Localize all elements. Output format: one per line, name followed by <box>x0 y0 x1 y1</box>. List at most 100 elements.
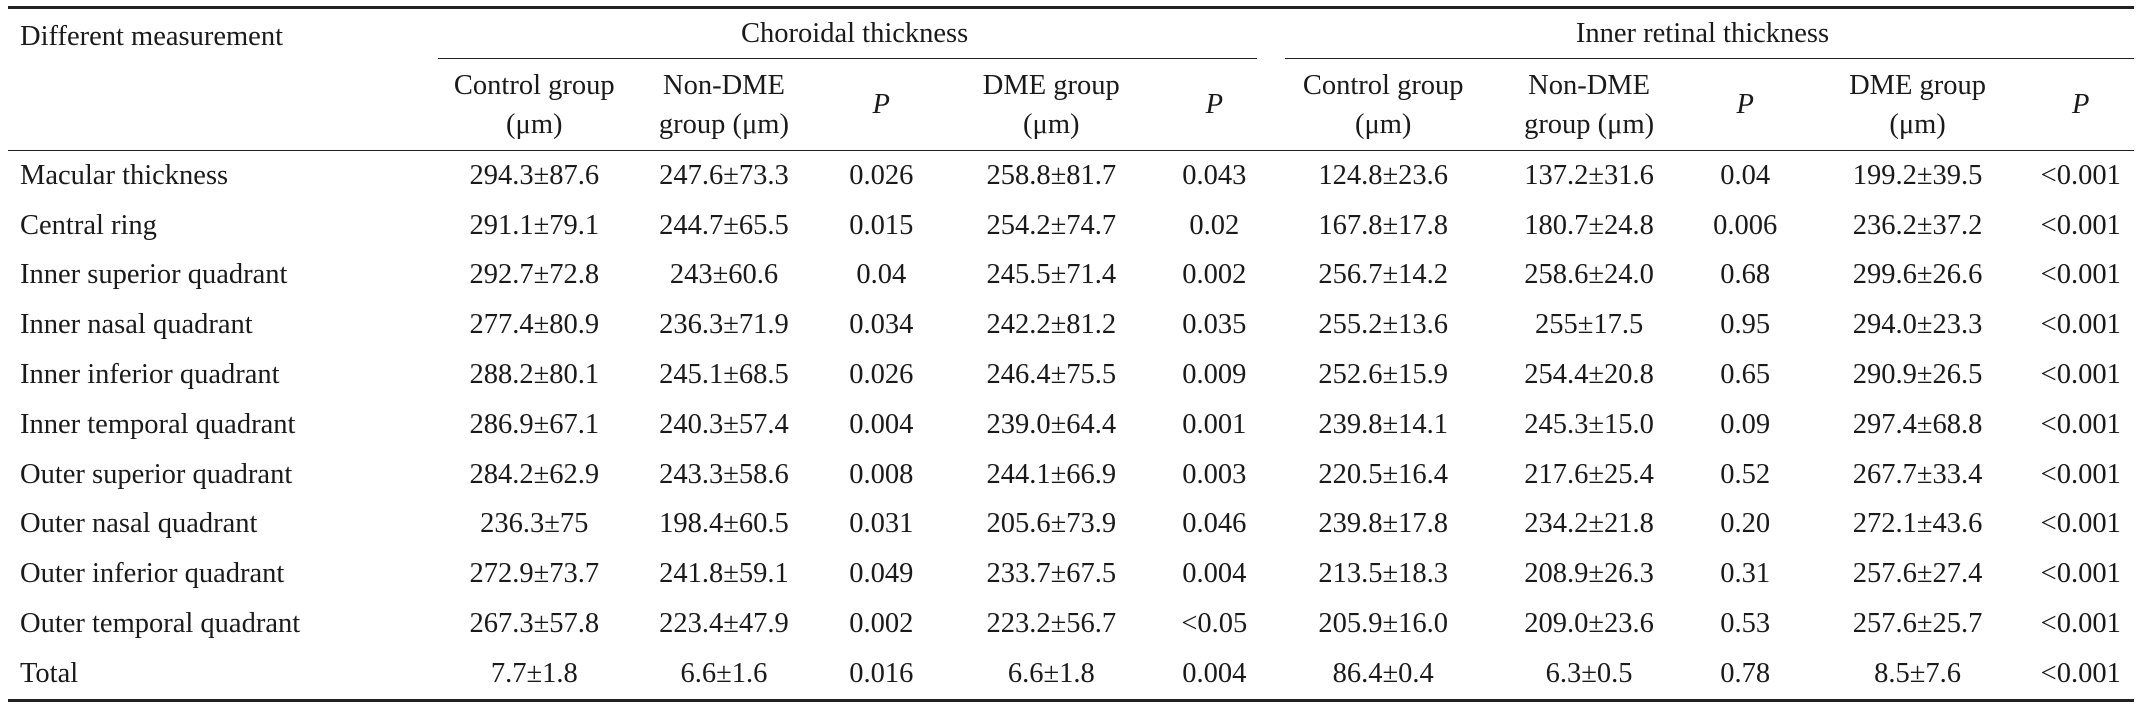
table-cell: 205.6±73.9 <box>986 508 1117 540</box>
table-cell: 0.04 <box>856 259 907 291</box>
table-cell: 284.2±62.9 <box>469 458 600 490</box>
table-cell: 124.8±23.6 <box>1318 159 1449 191</box>
table-cell: 288.2±80.1 <box>469 359 600 391</box>
table-cell: 0.046 <box>1182 508 1247 540</box>
row-label: Outer inferior quadrant <box>20 558 285 590</box>
table-cell: 277.4±80.9 <box>469 309 600 341</box>
table-cell: 0.68 <box>1720 259 1771 291</box>
table-row: Central ring 291.1±79.1 244.7±65.5 0.015 254… <box>8 201 2134 251</box>
table-cell: <0.001 <box>2040 508 2121 540</box>
table-cell: <0.001 <box>2040 608 2121 640</box>
table-cell: 0.02 <box>1189 209 1240 241</box>
table-row: Inner superior quadrant 292.7±72.8 243±60.… <box>8 251 2134 301</box>
table-cell: 6.6±1.8 <box>944 648 1158 702</box>
table-cell: 245.3±15.0 <box>1524 408 1654 440</box>
table-row: Inner temporal quadrant 286.9±67.1 240.3±5… <box>8 400 2134 450</box>
row-header: Different measurement <box>8 6 439 151</box>
table-cell: 240.3±57.4 <box>659 408 789 440</box>
table-cell: 239.0±64.4 <box>986 408 1117 440</box>
row-label: Inner temporal quadrant <box>20 408 296 440</box>
table-cell: 0.031 <box>849 508 914 540</box>
table-cell: 223.2±56.7 <box>986 608 1117 640</box>
table-cell: 0.004 <box>1182 558 1247 590</box>
column-header-line: DME group <box>982 69 1120 101</box>
table-cell: 241.8±59.1 <box>659 558 789 590</box>
table-cell: 0.003 <box>1182 458 1247 490</box>
column-header-line: Control group <box>453 69 615 101</box>
table-cell: 254.2±74.7 <box>986 209 1117 241</box>
table-cell: 257.6±27.4 <box>1852 558 1983 590</box>
table-cell: 299.6±26.6 <box>1852 259 1983 291</box>
table-cell: 0.001 <box>1182 408 1247 440</box>
row-label: Inner nasal quadrant <box>20 309 253 341</box>
column-header: P <box>1682 59 1808 151</box>
group-header-inner-retinal: Inner retinal thickness <box>1271 6 2134 60</box>
column-header: Control group (μm) <box>1271 59 1496 151</box>
table-cell: 233.7±67.5 <box>986 558 1117 590</box>
table-cell: 167.8±17.8 <box>1318 209 1449 241</box>
table-cell: 217.6±25.4 <box>1524 458 1654 490</box>
table-cell: <0.001 <box>2027 648 2134 702</box>
table-cell: 0.002 <box>1182 259 1247 291</box>
table-cell: 0.026 <box>849 159 914 191</box>
table-cell: <0.001 <box>2040 159 2121 191</box>
table-cell: 294.3±87.6 <box>469 159 600 191</box>
table-cell: 272.1±43.6 <box>1852 508 1983 540</box>
table-cell: 0.049 <box>849 558 914 590</box>
table-row: Outer temporal quadrant 267.3±57.8 223.4±4… <box>8 599 2134 649</box>
table-row: Inner inferior quadrant 288.2±80.1 245.1±6… <box>8 350 2134 400</box>
column-header: P <box>817 59 945 151</box>
table-cell: 0.52 <box>1720 458 1771 490</box>
table-cell: 236.3±75 <box>480 508 589 540</box>
column-header: Non-DME group (μm) <box>630 59 818 151</box>
column-header: DME group (μm) <box>1807 59 2028 151</box>
row-label: Outer superior quadrant <box>20 458 293 490</box>
table-cell: 0.004 <box>849 408 914 440</box>
table-cell: 297.4±68.8 <box>1852 408 1983 440</box>
table-cell: <0.001 <box>2040 408 2121 440</box>
table-cell: 247.6±73.3 <box>659 159 789 191</box>
table-cell: 0.004 <box>1157 648 1272 702</box>
table-cell: 255±17.5 <box>1534 309 1644 341</box>
table-row: Macular thickness 294.3±87.6 247.6±73.3 0.0… <box>8 151 2134 201</box>
table-cell: <0.001 <box>2040 209 2121 241</box>
data-table: Different measurement Choroidal thicknes… <box>8 6 2134 702</box>
table-cell: 256.7±14.2 <box>1318 259 1449 291</box>
table-cell: 236.3±71.9 <box>659 309 789 341</box>
column-header: Non-DME group (μm) <box>1495 59 1683 151</box>
column-header-line: P <box>872 89 890 120</box>
table-cell: 0.015 <box>849 209 914 241</box>
table-cell: 254.4±20.8 <box>1524 359 1654 391</box>
table-cell: 0.043 <box>1182 159 1247 191</box>
table-row: Inner nasal quadrant 277.4±80.9 236.3±71.9… <box>8 300 2134 350</box>
table-cell: 7.7±1.8 <box>438 648 631 702</box>
table-cell: 290.9±26.5 <box>1852 359 1983 391</box>
table-cell: 243±60.6 <box>669 259 779 291</box>
table-cell: 244.1±66.9 <box>986 458 1117 490</box>
row-label: Macular thickness <box>20 159 229 191</box>
table-cell: <0.001 <box>2040 558 2121 590</box>
table-cell: 0.53 <box>1720 608 1771 640</box>
table-cell: 292.7±72.8 <box>469 259 600 291</box>
column-header-unit: (μm) <box>1889 108 1946 140</box>
table-cell: <0.001 <box>2040 458 2121 490</box>
column-header-line: DME group <box>1849 69 1987 101</box>
row-label: Outer nasal quadrant <box>20 508 258 540</box>
table-cell: 272.9±73.7 <box>469 558 600 590</box>
table-row: Total 7.7±1.8 6.6±1.6 0.016 6.6±1.8 0.004 86.4… <box>8 648 2134 702</box>
table-cell: <0.001 <box>2040 259 2121 291</box>
table-cell: 245.5±71.4 <box>986 259 1117 291</box>
row-label: Central ring <box>20 209 157 241</box>
table-cell: 252.6±15.9 <box>1318 359 1449 391</box>
table-body: Macular thickness 294.3±87.6 247.6±73.3 0.0… <box>8 151 2134 702</box>
table-cell: 0.026 <box>849 359 914 391</box>
row-label: Inner superior quadrant <box>20 259 288 291</box>
table-cell: 137.2±31.6 <box>1524 159 1654 191</box>
table-row: Outer inferior quadrant 272.9±73.7 241.8±5… <box>8 549 2134 599</box>
table-cell: 258.6±24.0 <box>1524 259 1654 291</box>
table-cell: 199.2±39.5 <box>1852 159 1983 191</box>
table-cell: 239.8±17.8 <box>1318 508 1449 540</box>
column-header-line: P <box>2072 89 2090 120</box>
column-header: Control group (μm) <box>438 59 631 151</box>
table-cell: 291.1±79.1 <box>469 209 600 241</box>
